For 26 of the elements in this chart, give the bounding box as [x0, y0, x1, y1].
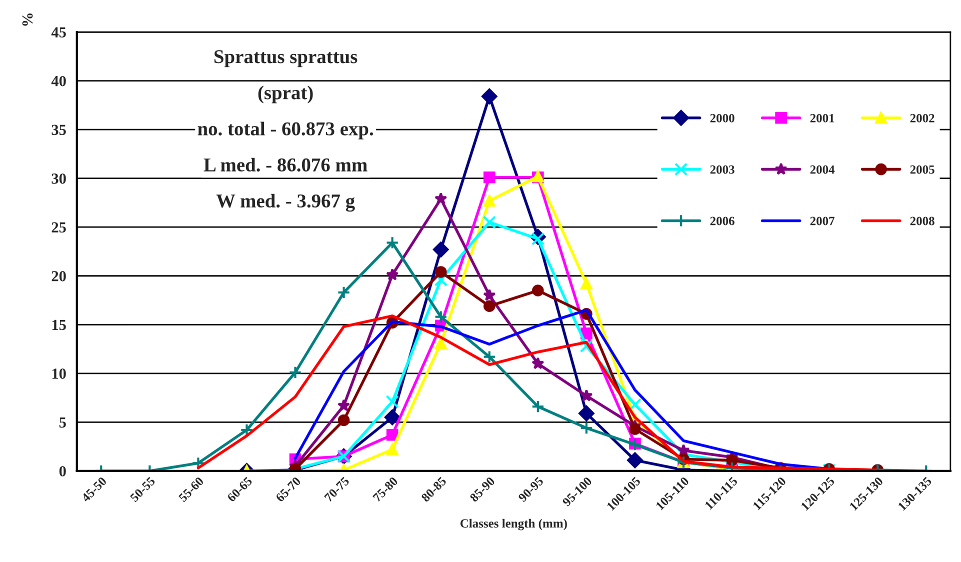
y-tick-label: 10 [52, 368, 66, 379]
annotation: W med. - 3.967 g [216, 194, 355, 212]
x-axis-title: Classes length (mm) [460, 518, 567, 530]
annotation: L med. - 86.076 mm [204, 158, 368, 172]
y-tick-label: 40 [51, 76, 66, 86]
legend-label: 2007 [810, 216, 835, 226]
y-tick-label: 25 [52, 222, 66, 233]
y-tick-label: 20 [52, 271, 66, 282]
y-tick-label: 0 [59, 466, 66, 476]
y-tick-label: 45 [51, 27, 66, 38]
legend-label: 2005 [910, 165, 934, 174]
legend-label: 2004 [810, 165, 835, 174]
annotation: no. total - 60.873 exp. [198, 122, 374, 140]
y-axis-title: % [22, 13, 33, 26]
text: (sprat) [258, 86, 313, 104]
legend-label: 2000 [710, 114, 734, 122]
legend-label: 2003 [710, 165, 734, 174]
text: Sprattus sprattus [214, 50, 358, 68]
legend-label: 2001 [810, 114, 834, 122]
y-tick-label: 30 [52, 173, 66, 184]
y-tick-label: 35 [52, 124, 66, 136]
y-tick-label: 15 [52, 320, 66, 330]
legend-label: 2008 [910, 216, 934, 226]
legend-label: 2002 [910, 114, 934, 122]
legend-label: 2006 [710, 216, 734, 226]
y-tick-label: 5 [59, 417, 66, 428]
